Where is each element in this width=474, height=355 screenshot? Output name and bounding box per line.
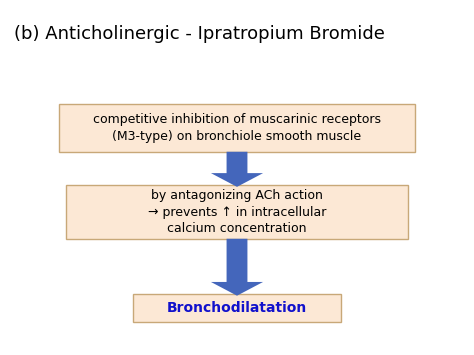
Polygon shape bbox=[211, 239, 263, 296]
Text: competitive inhibition of muscarinic receptors
(M3-type) on bronchiole smooth mu: competitive inhibition of muscarinic rec… bbox=[93, 113, 381, 143]
FancyBboxPatch shape bbox=[66, 185, 408, 239]
FancyBboxPatch shape bbox=[133, 294, 341, 322]
Polygon shape bbox=[211, 152, 263, 187]
Text: (b) Anticholinergic - Ipratropium Bromide: (b) Anticholinergic - Ipratropium Bromid… bbox=[14, 25, 385, 43]
Text: by antagonizing ACh action
→ prevents ↑ in intracellular
calcium concentration: by antagonizing ACh action → prevents ↑ … bbox=[148, 189, 326, 235]
Text: Bronchodilatation: Bronchodilatation bbox=[167, 301, 307, 315]
FancyBboxPatch shape bbox=[59, 104, 415, 152]
